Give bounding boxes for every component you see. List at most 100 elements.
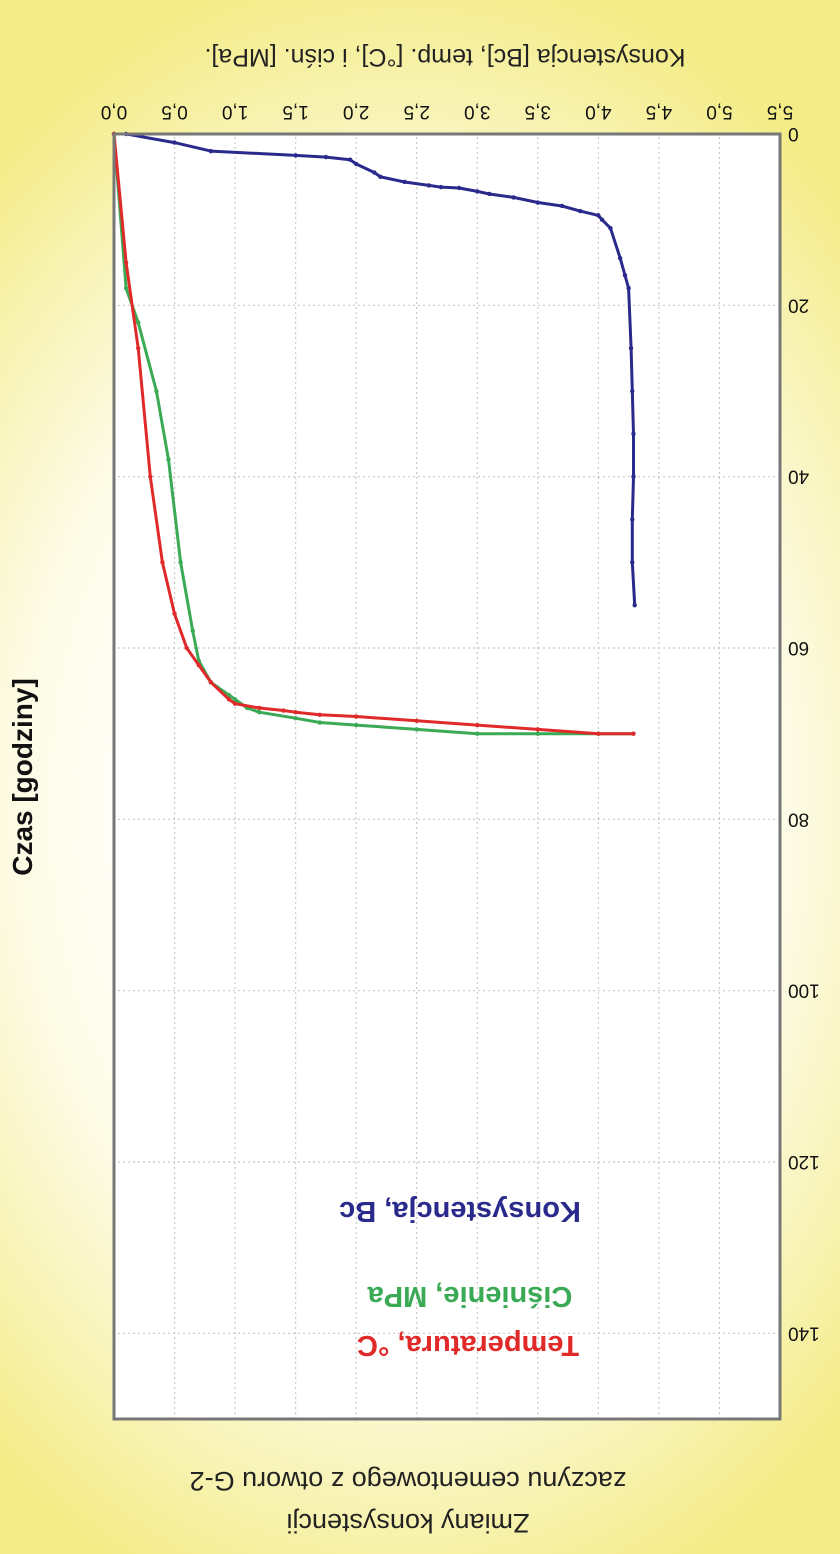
x-tick-label: 0,0 — [101, 101, 127, 122]
series-point-2 — [136, 345, 141, 351]
series-point-2 — [257, 705, 262, 711]
series-point-2 — [317, 712, 323, 718]
series-point-0 — [628, 345, 634, 351]
series-lines — [111, 131, 637, 736]
series-point-0 — [426, 183, 432, 188]
y-tick-label: 40 — [788, 466, 809, 487]
series-point-1 — [232, 697, 238, 702]
series-point-1 — [475, 731, 480, 736]
x-tick-label: 0,5 — [161, 101, 187, 122]
series-point-2 — [123, 260, 129, 265]
series-point-0 — [596, 213, 601, 218]
y-tick-label: 60 — [788, 637, 809, 658]
legend-konsystencja: Konsystencja, Bc — [339, 1195, 581, 1227]
series-point-1 — [136, 320, 141, 325]
series-point-0 — [622, 273, 628, 278]
x-tick-label: 3,5 — [525, 101, 551, 122]
series-point-2 — [226, 697, 232, 702]
series-point-0 — [347, 157, 353, 162]
y-axis-label: Konsystencja [Bc], temp. [°C], i ciśn. [… — [205, 43, 686, 71]
plot-frame — [112, 132, 782, 1421]
series-point-0 — [559, 203, 565, 209]
y-tick-label: 20 — [788, 294, 809, 315]
series-point-0 — [630, 517, 635, 522]
x-tick-label: 2,0 — [343, 101, 369, 122]
chart-title-line1: Zmiany konsystencji — [286, 1508, 529, 1538]
legend-cisnienie: Ciśnienie, MPa — [367, 1280, 573, 1312]
series-point-0 — [632, 602, 637, 608]
series-point-1 — [190, 628, 195, 634]
series-point-2 — [631, 731, 636, 736]
series-point-2 — [208, 680, 214, 685]
series-point-0 — [293, 153, 298, 158]
y-tick-label: 0 — [788, 123, 799, 144]
series-point-0 — [626, 285, 631, 291]
series-point-1 — [154, 388, 159, 394]
series-point-2 — [414, 718, 419, 724]
x-tick-label: 4,5 — [646, 101, 672, 122]
series-point-2 — [160, 560, 165, 565]
series-point-2 — [184, 645, 189, 651]
series-point-1 — [257, 710, 262, 715]
series-point-0 — [608, 226, 613, 231]
series-point-0 — [323, 154, 329, 160]
series-point-0 — [535, 200, 541, 205]
grid — [114, 134, 780, 1419]
series-point-0 — [487, 191, 492, 197]
series-point-1 — [178, 560, 183, 565]
series-point-2 — [281, 708, 286, 713]
series-point-0 — [617, 256, 623, 261]
series-point-0 — [511, 195, 516, 200]
series-point-2 — [353, 714, 359, 719]
series-point-1 — [293, 716, 298, 721]
x-tick-label: 5,0 — [706, 101, 732, 122]
series-point-1 — [317, 720, 323, 725]
x-tick-label: 1,0 — [222, 101, 248, 122]
y-tick-label: 120 — [788, 1151, 820, 1172]
series-point-0 — [630, 560, 635, 565]
y-tick-label: 100 — [788, 980, 820, 1001]
series-point-2 — [196, 662, 201, 668]
series-point-2 — [475, 722, 480, 728]
x-tick-label: 5,5 — [767, 101, 793, 122]
series-point-1 — [535, 731, 541, 736]
plot-area — [114, 134, 780, 1419]
series-point-2 — [232, 701, 238, 706]
series-point-0 — [599, 217, 605, 222]
legend: Konsystencja, Bc Ciśnienie, MPa Temperat… — [339, 1195, 581, 1361]
series-point-0 — [402, 179, 407, 185]
x-tick-label: 2,5 — [404, 101, 430, 122]
series-point-1 — [226, 692, 232, 698]
series-point-0 — [456, 185, 462, 191]
x-tick-label: 1,5 — [282, 101, 308, 122]
series-point-0 — [475, 189, 480, 194]
series-point-1 — [353, 722, 359, 728]
series-point-1 — [123, 285, 129, 291]
series-point-0 — [631, 474, 636, 479]
series-point-0 — [208, 148, 214, 154]
series-point-2 — [148, 474, 153, 479]
chart-title-line2: zaczynu cementowego z otworu G-2 — [190, 1466, 627, 1496]
x-tick-label: 4,0 — [585, 101, 611, 122]
series-point-0 — [630, 388, 635, 394]
series-point-1 — [414, 727, 419, 732]
x-axis-label: Czas [godziny] — [7, 678, 38, 876]
x-tick-label: 3,0 — [464, 101, 490, 122]
series-point-1 — [166, 457, 171, 462]
series-point-2 — [535, 727, 541, 732]
series-point-0 — [172, 140, 177, 145]
y-tick-label: 140 — [788, 1322, 820, 1343]
series-point-0 — [438, 184, 444, 190]
series-point-2 — [172, 611, 177, 616]
y-tick-label: 80 — [788, 808, 809, 829]
series-point-0 — [378, 174, 383, 180]
x-axis-ticks: 0,0 0,5 1,0 1,5 2,0 2,5 3,0 3,5 4,0 4,5 5,0 5,5 — [101, 101, 793, 122]
series-point-0 — [372, 170, 377, 175]
series-point-2 — [293, 710, 298, 715]
legend-temperatura: Temperatura, °C — [357, 1329, 579, 1361]
series-point-0 — [353, 161, 359, 167]
series-point-0 — [578, 208, 583, 214]
series-point-2 — [596, 731, 601, 736]
